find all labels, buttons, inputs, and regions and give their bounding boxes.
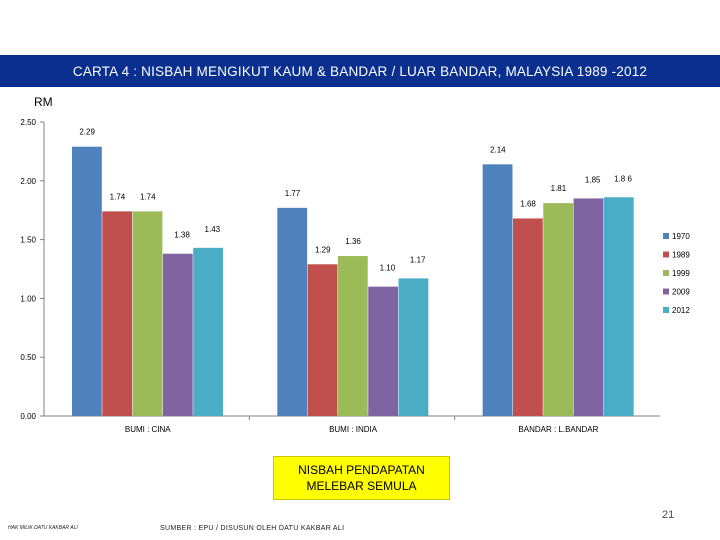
bar: [398, 278, 429, 416]
y-tick-label: 0.50: [20, 353, 36, 362]
chart-title-bar: CARTA 4 : NISBAH MENGIKUT KAUM & BANDAR …: [0, 55, 720, 87]
bar: [193, 247, 223, 416]
bar: [337, 256, 368, 416]
bar: [603, 197, 634, 416]
bar: [102, 211, 133, 416]
bar: [573, 198, 604, 416]
legend-swatch: [663, 270, 669, 276]
legend-swatch: [663, 251, 669, 258]
bar: [368, 286, 399, 416]
chart-title: CARTA 4 : NISBAH MENGIKUT KAUM & BANDAR …: [72, 63, 648, 79]
x-category-label: BUMI : INDIA: [329, 425, 378, 434]
bar: [277, 207, 308, 416]
data-label: 1.36: [345, 237, 361, 246]
callout-box: NISBAH PENDAPATAN MELEBAR SEMULA: [273, 456, 450, 500]
data-label: 1.38: [174, 231, 190, 240]
data-label: 1.74: [110, 192, 126, 201]
legend-label: 1989: [672, 251, 690, 260]
bar: [512, 218, 543, 416]
bar: [543, 203, 574, 416]
x-category-label: BANDAR : L.BANDAR: [518, 425, 598, 434]
bar: [482, 164, 513, 416]
source-note: SUMBER : EPU / DISUSUN OLEH DATU KAKBAR …: [160, 525, 345, 532]
callout-line-1: NISBAH PENDAPATAN: [298, 463, 425, 477]
x-category-label: BUMI : CINA: [125, 425, 171, 434]
data-label: 1.29: [315, 245, 331, 254]
page-number: 21: [662, 509, 675, 521]
data-label: 1.81: [551, 184, 567, 193]
legend-label: 1999: [672, 269, 690, 278]
legend-swatch: [663, 233, 669, 239]
bar: [307, 264, 338, 416]
y-axis-unit-label: RM: [34, 95, 53, 109]
data-label: 1.10: [380, 264, 396, 273]
data-label: 1.68: [520, 199, 536, 208]
legend-swatch: [663, 307, 669, 313]
data-label: 1.74: [140, 192, 156, 201]
data-label: 1.77: [285, 189, 301, 198]
data-label: 2.29: [79, 128, 95, 137]
data-label: 1.43: [205, 225, 221, 234]
y-tick-label: 1.00: [20, 294, 36, 303]
data-label: 1.85: [585, 175, 601, 184]
data-label: 1.8 6: [614, 174, 632, 183]
legend-label: 2009: [672, 288, 690, 297]
y-tick-label: 2.50: [20, 118, 36, 127]
bar: [132, 211, 163, 416]
legend-swatch: [663, 288, 669, 295]
author-note: HAK MILIK DATU KAKBAR ALI: [8, 525, 78, 531]
y-tick-label: 1.50: [20, 236, 36, 245]
data-label: 1.17: [410, 255, 426, 264]
legend-label: 1970: [672, 232, 690, 241]
data-label: 2.14: [490, 145, 506, 154]
y-tick-label: 2.00: [20, 177, 36, 186]
legend-label: 2012: [672, 306, 690, 315]
callout-line-2: MELEBAR SEMULA: [306, 479, 417, 493]
bar: [162, 253, 193, 416]
bar: [72, 146, 102, 417]
y-tick-label: 0.00: [20, 412, 36, 421]
